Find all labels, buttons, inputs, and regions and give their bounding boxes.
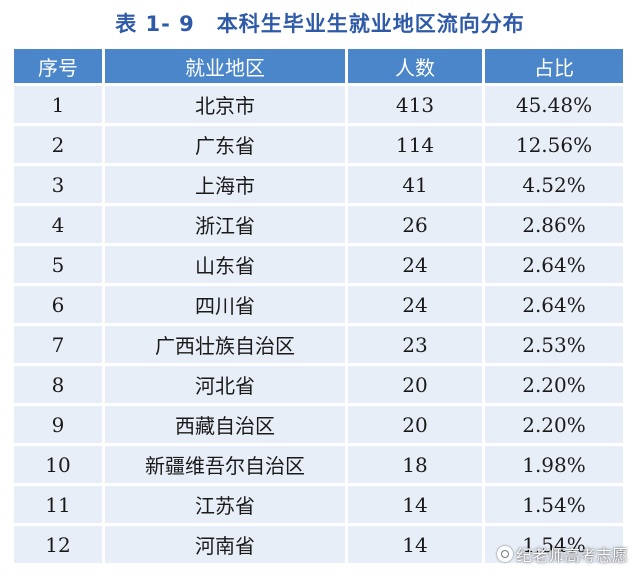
cell-index: 11 — [14, 486, 102, 523]
cell-count: 20 — [348, 366, 482, 403]
cell-index: 1 — [14, 86, 102, 123]
cell-index: 6 — [14, 286, 102, 323]
cell-count: 23 — [348, 326, 482, 363]
cell-count: 24 — [348, 286, 482, 323]
cell-count: 18 — [348, 446, 482, 483]
cell-region: 西藏自治区 — [105, 406, 345, 443]
cell-index: 8 — [14, 366, 102, 403]
table-row: 1 北京市 413 45.48% — [14, 86, 623, 123]
cell-index: 9 — [14, 406, 102, 443]
cell-region: 河北省 — [105, 366, 345, 403]
cell-index: 3 — [14, 166, 102, 203]
table-caption: 表 1- 9 本科生毕业生就业地区流向分布 — [14, 0, 626, 46]
cell-percent: 2.20% — [485, 406, 623, 443]
cell-count: 413 — [348, 86, 482, 123]
cell-count: 26 — [348, 206, 482, 243]
cell-percent: 2.86% — [485, 206, 623, 243]
table-row: 9 西藏自治区 20 2.20% — [14, 406, 623, 443]
table-row: 4 浙江省 26 2.86% — [14, 206, 623, 243]
cell-region: 北京市 — [105, 86, 345, 123]
cell-percent: 2.64% — [485, 246, 623, 283]
cell-count: 41 — [348, 166, 482, 203]
table-body: 1 北京市 413 45.48% 2 广东省 114 12.56% 3 上海市 41 4.52% 4 浙江… — [14, 86, 623, 563]
cell-region: 广西壮族自治区 — [105, 326, 345, 363]
table-row: 8 河北省 20 2.20% — [14, 366, 623, 403]
header-region: 就业地区 — [105, 49, 345, 83]
watermark: 纪老师高考志愿 — [496, 542, 628, 566]
cell-percent: 12.56% — [485, 126, 623, 163]
cell-region: 浙江省 — [105, 206, 345, 243]
cell-count: 24 — [348, 246, 482, 283]
table-row: 3 上海市 41 4.52% — [14, 166, 623, 203]
cell-index: 2 — [14, 126, 102, 163]
cell-region: 江苏省 — [105, 486, 345, 523]
table-row: 2 广东省 114 12.56% — [14, 126, 623, 163]
cell-index: 5 — [14, 246, 102, 283]
watermark-text: 纪老师高考志愿 — [515, 546, 628, 565]
cell-count: 114 — [348, 126, 482, 163]
cell-percent: 1.54% — [485, 486, 623, 523]
cell-percent: 45.48% — [485, 86, 623, 123]
table-title: 本科生毕业生就业地区流向分布 — [216, 12, 525, 36]
cell-index: 10 — [14, 446, 102, 483]
table-row: 7 广西壮族自治区 23 2.53% — [14, 326, 623, 363]
cell-percent: 1.98% — [485, 446, 623, 483]
cell-count: 14 — [348, 486, 482, 523]
header-percent: 占比 — [485, 49, 623, 83]
table-row: 12 河南省 14 1.54% — [14, 526, 623, 563]
header-count: 人数 — [348, 49, 482, 83]
cell-region: 上海市 — [105, 166, 345, 203]
cell-percent: 2.64% — [485, 286, 623, 323]
employment-region-table: 序号 就业地区 人数 占比 1 北京市 413 45.48% 2 广东省 114 12.56%… — [11, 46, 626, 566]
cell-percent: 2.53% — [485, 326, 623, 363]
cell-percent: 2.20% — [485, 366, 623, 403]
cell-count: 14 — [348, 526, 482, 563]
cell-index: 4 — [14, 206, 102, 243]
cell-percent: 4.52% — [485, 166, 623, 203]
cell-region: 河南省 — [105, 526, 345, 563]
table-row: 6 四川省 24 2.64% — [14, 286, 623, 323]
table-header-row: 序号 就业地区 人数 占比 — [14, 49, 623, 83]
cell-index: 7 — [14, 326, 102, 363]
table-number: 表 1- 9 — [115, 12, 195, 36]
table-row: 5 山东省 24 2.64% — [14, 246, 623, 283]
header-index: 序号 — [14, 49, 102, 83]
cell-count: 20 — [348, 406, 482, 443]
cell-region: 四川省 — [105, 286, 345, 323]
cell-index: 12 — [14, 526, 102, 563]
table-row: 11 江苏省 14 1.54% — [14, 486, 623, 523]
logo-icon — [496, 546, 513, 562]
cell-region: 广东省 — [105, 126, 345, 163]
table-row: 10 新疆维吾尔自治区 18 1.98% — [14, 446, 623, 483]
cell-region: 新疆维吾尔自治区 — [105, 446, 345, 483]
cell-region: 山东省 — [105, 246, 345, 283]
